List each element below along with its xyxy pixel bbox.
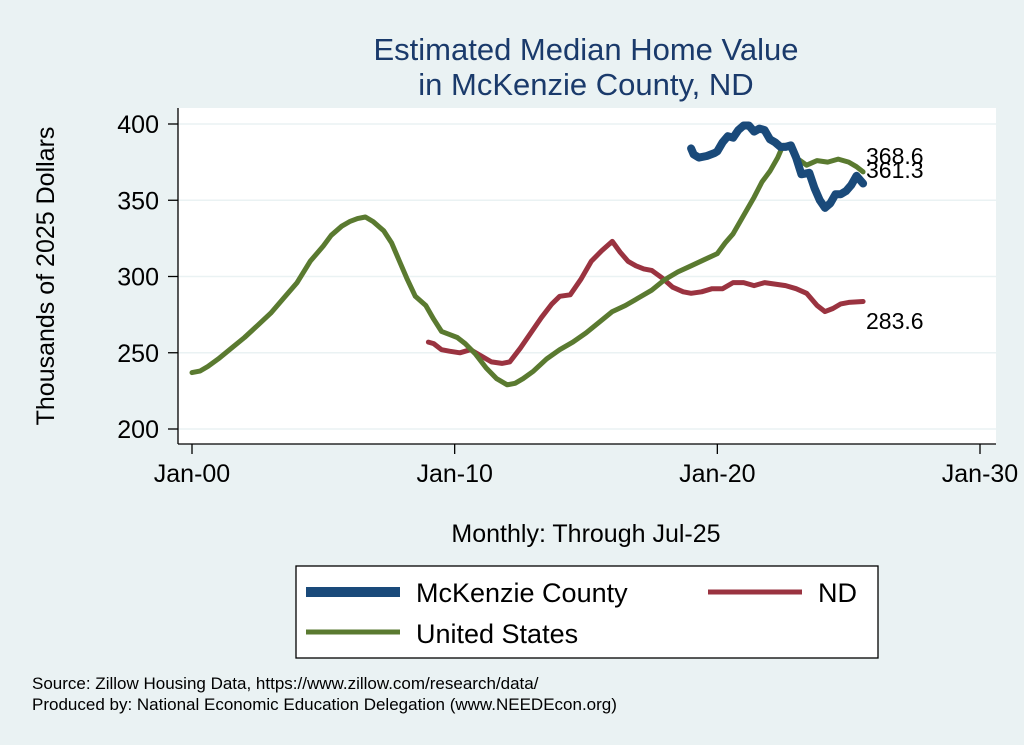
y-tick-label-200: 200 [117,416,159,444]
series-group [189,121,868,388]
end-label-mckenzie-county: 361.3 [866,157,924,183]
y-axis-title: Thousands of 2025 Dollars [32,127,60,426]
end-label-nd: 283.6 [866,308,924,334]
chart-title-line-1: Estimated Median Home Value [373,32,798,67]
legend-label-nd: ND [818,578,857,608]
series-line-nd [425,238,866,366]
y-tick-label-350: 350 [117,187,159,215]
legend-label-united-states: United States [416,619,578,649]
y-axis-ticks: 200 250 300 350 400 [117,111,178,444]
series-line-mckenzie-county [687,121,868,212]
chart-title-line-2: in McKenzie County, ND [418,67,753,102]
y-tick-label-300: 300 [117,264,159,292]
series-line-united-states [189,142,866,388]
legend: McKenzie County ND United States [295,565,879,659]
legend-label-mckenzie-county: McKenzie County [416,578,628,608]
x-tick-label-Jan-30: Jan-30 [942,460,1018,488]
source-note: Source: Zillow Housing Data, https://www… [32,674,539,693]
x-tick-label-Jan-20: Jan-20 [679,460,755,488]
y-tick-label-250: 250 [117,340,159,368]
x-tick-label-Jan-00: Jan-00 [154,460,230,488]
end-label-united-states: 368.6 [866,143,924,169]
gridlines [178,123,996,430]
x-axis-ticks: Jan-00 Jan-10 Jan-20 Jan-30 [154,444,1018,488]
x-tick-label-Jan-10: Jan-10 [416,460,492,488]
x-axis-title: Monthly: Through Jul-25 [451,520,720,548]
legend-box [295,565,879,659]
producer-note: Produced by: National Economic Education… [32,695,617,714]
y-tick-label-400: 400 [117,111,159,139]
